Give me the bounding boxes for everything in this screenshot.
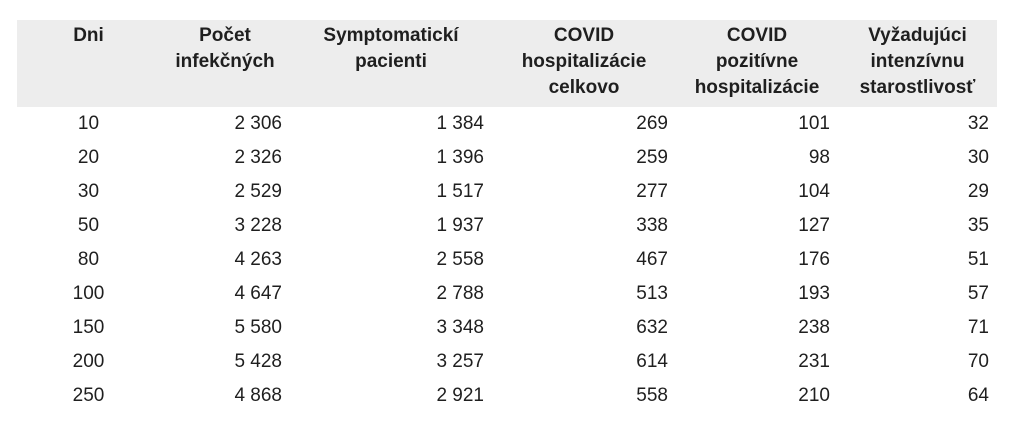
table-cell: 64 [967,385,989,406]
table-cell: 57 [967,283,989,304]
table-cell: 632 [636,317,668,338]
table-row: 20 2 326 1 396 259 98 30 [17,141,997,175]
table-cell: 5 580 [234,317,282,338]
cell-days: 150 [72,317,105,338]
table-cell: 193 [798,283,830,304]
table-row: 250 4 868 2 921 558 210 64 [17,379,997,413]
table-cell: 35 [967,215,989,236]
table-row: 10 2 306 1 384 269 101 32 [17,107,997,141]
table-cell: 176 [798,249,830,270]
table-cell: 4 263 [234,249,282,270]
table-cell: 269 [636,113,668,134]
table-row: 100 4 647 2 788 513 193 57 [17,277,997,311]
table-cell: 210 [798,385,830,406]
table-cell: 127 [798,215,830,236]
table-cell: 4 868 [234,385,282,406]
table-row: 150 5 580 3 348 632 238 71 [17,311,997,345]
table-row: 30 2 529 1 517 277 104 29 [17,175,997,209]
table-body: 10 2 306 1 384 269 101 32 20 2 326 1 396 259 98 30 3… [17,107,997,413]
table-cell: 98 [808,147,830,168]
table-cell: 30 [967,147,989,168]
table-cell: 5 428 [234,351,282,372]
table-cell: 238 [798,317,830,338]
table-cell: 3 257 [436,351,484,372]
table-cell: 277 [636,181,668,202]
table-cell: 51 [967,249,989,270]
cell-days: 80 [77,249,100,270]
table-row: 80 4 263 2 558 467 176 51 [17,243,997,277]
table-cell: 231 [798,351,830,372]
table-cell: 101 [798,113,830,134]
table-cell: 2 788 [436,283,484,304]
table-cell: 1 396 [436,147,484,168]
cell-days: 10 [77,113,100,134]
column-header: Symptomatickí pacienti [290,20,492,107]
table-cell: 614 [636,351,668,372]
table-cell: 1 517 [436,181,484,202]
table-cell: 3 348 [436,317,484,338]
cell-days: 200 [72,351,105,372]
table-cell: 32 [967,113,989,134]
table-cell: 1 384 [436,113,484,134]
cell-days: 50 [77,215,100,236]
column-header: Vyžadujúci intenzívnu starostlivosť [838,20,997,107]
cell-days: 30 [77,181,100,202]
table-header: Dni Počet infekčných Symptomatickí pacient… [17,20,997,107]
table-cell: 2 306 [234,113,282,134]
table-cell: 338 [636,215,668,236]
table-cell: 513 [636,283,668,304]
table-header-row: Dni Počet infekčných Symptomatickí pacient… [17,20,997,107]
cell-days: 100 [72,283,105,304]
column-header: Počet infekčných [160,20,290,107]
table-cell: 2 558 [436,249,484,270]
table-cell: 1 937 [436,215,484,236]
cell-days: 250 [72,385,105,406]
covid-scenarios-table: Dni Počet infekčných Symptomatickí pacient… [17,20,997,413]
table-cell: 2 326 [234,147,282,168]
table-cell: 2 921 [436,385,484,406]
table-cell: 104 [798,181,830,202]
table-cell: 4 647 [234,283,282,304]
table-cell: 467 [636,249,668,270]
table-cell: 3 228 [234,215,282,236]
cell-days: 20 [77,147,100,168]
column-header: COVID pozitívne hospitalizácie [676,20,838,107]
table-cell: 259 [636,147,668,168]
table-cell: 70 [967,351,989,372]
table-cell: 29 [967,181,989,202]
table-row: 50 3 228 1 937 338 127 35 [17,209,997,243]
column-header: Dni [17,20,160,107]
table-cell: 71 [967,317,989,338]
table-row: 200 5 428 3 257 614 231 70 [17,345,997,379]
table-cell: 558 [636,385,668,406]
table-cell: 2 529 [234,181,282,202]
column-header: COVID hospitalizácie celkovo [492,20,676,107]
